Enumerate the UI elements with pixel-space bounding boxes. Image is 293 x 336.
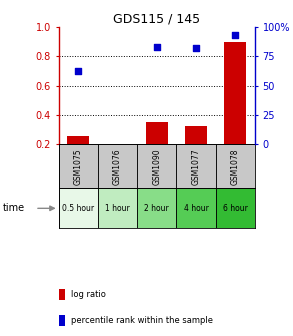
Bar [137, 188, 176, 228]
Text: time: time [3, 203, 25, 213]
Text: GSM1075: GSM1075 [74, 148, 83, 185]
Bar [98, 144, 137, 188]
Text: 2 hour: 2 hour [144, 204, 169, 213]
Text: GSM1090: GSM1090 [152, 148, 161, 185]
Text: 0.5 hour: 0.5 hour [62, 204, 94, 213]
Text: GSM1076: GSM1076 [113, 148, 122, 185]
Bar [224, 42, 246, 144]
Text: log ratio: log ratio [71, 290, 105, 299]
Bar [98, 188, 137, 228]
Bar [185, 126, 207, 144]
Point [194, 45, 198, 51]
Bar [176, 188, 216, 228]
Point [76, 68, 81, 73]
Bar [176, 144, 216, 188]
Text: 4 hour: 4 hour [184, 204, 208, 213]
Text: 1 hour: 1 hour [105, 204, 130, 213]
Text: GSM1078: GSM1078 [231, 148, 240, 184]
Bar [59, 188, 98, 228]
Bar [67, 136, 89, 144]
Text: GSM1077: GSM1077 [192, 148, 200, 185]
Text: 6 hour: 6 hour [223, 204, 248, 213]
Title: GDS115 / 145: GDS115 / 145 [113, 13, 200, 26]
Bar [216, 188, 255, 228]
Bar [59, 144, 98, 188]
Point [154, 44, 159, 49]
Bar [146, 122, 168, 144]
Bar [137, 144, 176, 188]
Bar [216, 144, 255, 188]
Point [233, 32, 238, 38]
Text: percentile rank within the sample: percentile rank within the sample [71, 316, 212, 325]
